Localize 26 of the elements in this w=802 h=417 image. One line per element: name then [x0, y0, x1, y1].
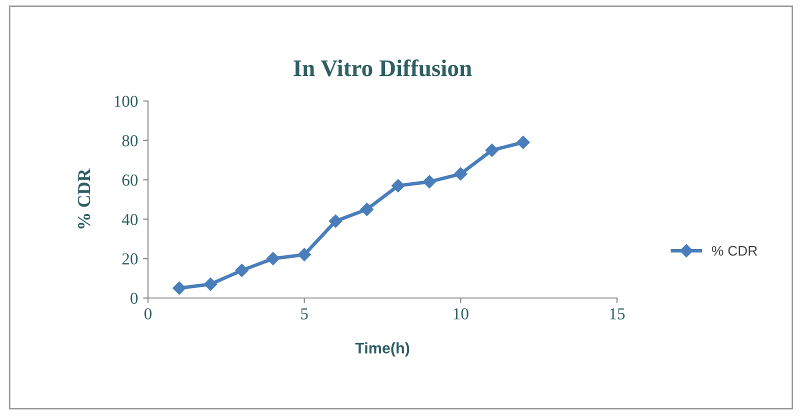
x-tick-label: 10: [454, 308, 468, 320]
y-axis-title: % CDR: [78, 168, 90, 228]
x-tick-label: 15: [610, 308, 625, 320]
point: [360, 202, 374, 216]
y-tick-label: 0: [130, 292, 138, 304]
point: [172, 282, 186, 295]
point: [422, 175, 436, 188]
point: [298, 248, 311, 262]
point: [485, 144, 499, 157]
x-tick-label: 5: [301, 308, 308, 320]
y-tick-label: 100: [114, 96, 138, 107]
point: [329, 214, 342, 228]
point: [204, 278, 218, 291]
y-tick-label: 80: [122, 135, 138, 146]
y-tick-label: 60: [122, 174, 138, 186]
point: [266, 252, 280, 266]
x-tick-label: 0: [144, 308, 152, 320]
chart-title: In Vitro Diffusion: [294, 59, 472, 76]
y-tick-label: 20: [122, 253, 138, 265]
x-axis-title: Time(h): [355, 342, 410, 357]
point: [454, 167, 468, 180]
point: [516, 136, 530, 149]
y-tick-label: 40: [122, 214, 138, 226]
point: [392, 179, 405, 192]
legend-label: % CDR: [712, 246, 758, 256]
point: [235, 264, 248, 278]
